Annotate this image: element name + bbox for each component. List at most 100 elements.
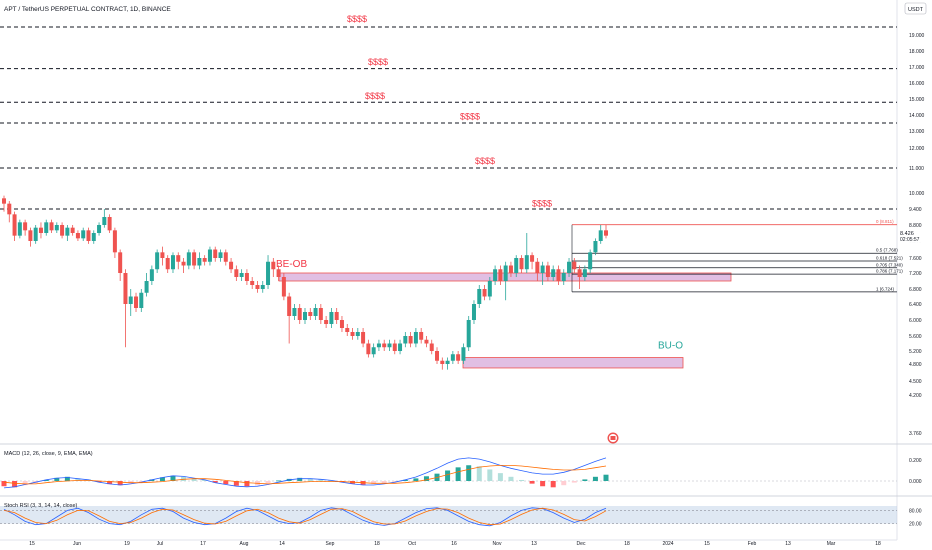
price-tick: 5.600 [909,334,922,340]
candle-body [229,261,234,270]
time-tick: 18 [374,541,380,547]
macd-histogram-bar [212,481,218,483]
countdown: 02:05:57 [900,237,920,243]
macd-histogram-bar [191,478,197,481]
price-tick: 6.000 [909,318,922,324]
time-tick: Jun [73,541,81,547]
candle-body [134,296,139,308]
candle-body [297,308,302,320]
time-tick: 17 [200,541,206,547]
candle-body [218,252,223,258]
currency-button[interactable]: USDT [904,2,927,15]
macd-title: MACD (12, 26, close, 9, EMA, EMA) [4,451,93,457]
candle-body [207,249,212,262]
macd-histogram-bar [519,479,525,481]
macd-tick: 0.000 [909,479,922,485]
candle-body [450,354,455,361]
candle-body [165,258,170,270]
price-tick: 8.800 [909,223,922,229]
candle-body [514,258,519,273]
candle-body [160,252,165,258]
time-tick: Aug [240,541,249,547]
price-tick: 14.000 [909,113,925,119]
candle-body [482,289,487,297]
candle-body [23,222,28,231]
macd-histogram-bar [550,481,556,488]
time-tick: 18 [624,541,630,547]
candles [2,195,608,370]
time-tick: 2024 [662,541,673,547]
macd-tick: 0.200 [909,458,922,464]
candle-body [471,304,476,320]
candle-body [413,332,418,344]
candle-body [17,222,22,236]
candle-body [493,269,498,281]
candle-body [149,269,154,281]
price-tick: 6.800 [909,287,922,293]
price-tick: 7.600 [909,256,922,262]
rsi-tick: 20.00 [909,522,922,528]
macd-histogram-bar [497,473,503,481]
candle-body [324,320,329,324]
candle-body [33,227,38,241]
signal-line [3,464,607,485]
candle-body [508,265,513,273]
candle-body [308,312,313,316]
candle-body [572,261,577,270]
macd-histogram-bar [233,481,239,486]
last-price: 8.426 [900,231,914,237]
candle-body [12,214,17,236]
macd-histogram-bar [561,481,567,486]
candle-body [213,249,218,258]
candle-body [266,261,271,285]
candle-body [540,265,545,273]
flag-icon[interactable] [607,432,619,444]
candle-body [49,222,54,231]
macd-histogram-bar [107,481,113,485]
time-tick: 13 [785,541,791,547]
candle-body [345,328,350,332]
price-tick: 13.000 [909,129,925,135]
macd-histogram-bar [202,479,208,481]
time-tick: Mar [827,541,836,547]
macd-histogram-bar [529,481,535,484]
dollar-label: $$$$ [368,57,388,67]
candle-body [54,225,59,231]
candle-body [524,255,529,270]
price-tick: 12.000 [909,146,925,152]
candle-body [561,273,566,281]
candle-body [456,354,461,361]
candle-body [545,265,550,277]
candle-body [44,222,49,233]
candle-body [107,217,112,231]
candle-body [419,332,424,340]
macd-histogram-bar [413,478,419,481]
time-tick: Dec [577,541,586,547]
price-tick: 16.000 [909,81,925,87]
candle-body [604,230,608,236]
price-tick: 18.000 [909,49,925,55]
candle-body [303,312,307,320]
macd-pane: 0.200 0.000 [0,457,922,489]
candle-body [7,203,12,215]
candle-body [461,347,466,361]
price-tick: 3.760 [909,431,922,437]
candle-body [223,252,228,262]
candle-body [366,343,371,355]
candle-body [556,269,561,281]
macd-histogram-bar [96,481,102,483]
macd-histogram-bar [22,481,28,486]
candle-body [339,320,344,328]
time-tick: Jul [157,541,163,547]
candle-body [435,351,440,361]
macd-histogram-bar [603,474,609,481]
svg-text:USDT: USDT [908,7,924,13]
price-tick: 4.200 [909,393,922,399]
dollar-label: $$$$ [532,199,552,209]
macd-histogram-bar [1,481,7,487]
macd-histogram-bar [592,476,598,481]
macd-histogram-bar [318,479,324,481]
candle-body [97,225,102,233]
candle-body [186,252,191,266]
price-tick: 15.000 [909,97,925,103]
